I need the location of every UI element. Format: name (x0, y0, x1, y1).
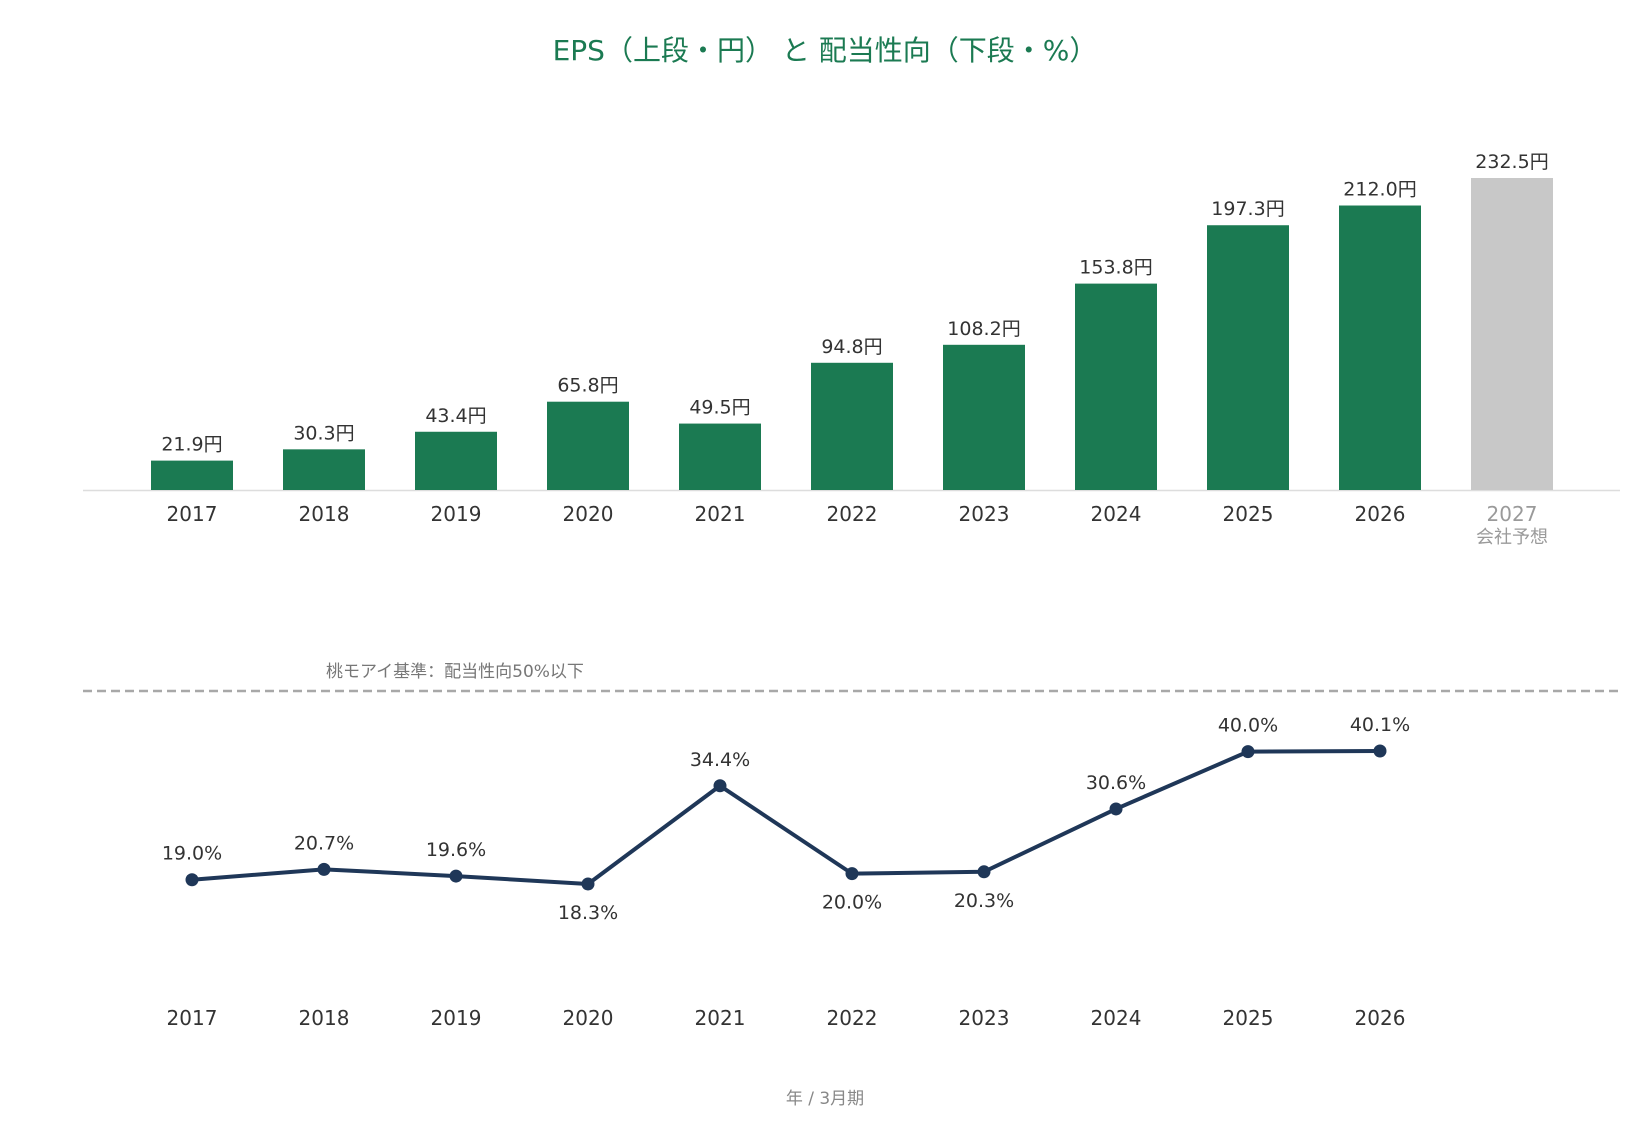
payout-point (1373, 744, 1387, 758)
payout-point (977, 865, 991, 879)
eps-bar-value-label: 197.3円 (1211, 198, 1284, 220)
payout-value-label: 20.3% (954, 890, 1014, 912)
eps-bar-value-label: 43.4円 (425, 405, 486, 427)
forecast-sub-label: 会社予想 (1476, 527, 1548, 548)
payout-x-tick-label: 2017 (167, 1006, 218, 1030)
eps-x-tick-label: 2021 (695, 502, 746, 526)
payout-value-label: 40.0% (1218, 715, 1278, 737)
eps-bar-value-label: 65.8円 (557, 375, 618, 397)
payout-point (845, 867, 859, 881)
payout-value-label: 19.0% (162, 843, 222, 865)
eps-bar (547, 401, 629, 490)
payout-value-label: 20.0% (822, 892, 882, 914)
payout-x-tick-label: 2023 (959, 1006, 1010, 1030)
payout-value-label: 19.6% (426, 839, 486, 861)
eps-bar (811, 362, 893, 490)
eps-x-tick-label: 2025 (1223, 502, 1274, 526)
eps-bar-value-label: 108.2円 (947, 318, 1020, 340)
payout-ratio-labels: 19.0% 20.7% 19.6% 18.3% 34.4% 20.0% 20.3% 30.6%… (162, 714, 1410, 924)
payout-value-label: 34.4% (690, 749, 750, 771)
eps-bar-labels: 21.9円 30.3円 43.4円 65.8円 49.5円 94.8円 108.2円 153.… (161, 151, 1548, 456)
reference-line-label: 桃モアイ基準：配当性向50%以下 (326, 662, 584, 682)
payout-value-label: 20.7% (294, 832, 354, 854)
eps-bar (1207, 225, 1289, 490)
payout-ratio-line-chart: 桃モアイ基準：配当性向50%以下 19.0% 20.7% 19.6% 18.3% 34.… (83, 662, 1620, 1030)
eps-x-tick-label: 2024 (1091, 502, 1142, 526)
payout-x-axis-ticks: 2017 2018 2019 2020 2021 2022 2023 2024 2025 2026 (167, 1006, 1406, 1030)
eps-bar-value-label: 232.5円 (1475, 151, 1548, 173)
eps-x-tick-label: 2017 (167, 502, 218, 526)
eps-bar-value-label: 21.9円 (161, 434, 222, 456)
payout-value-label: 40.1% (1350, 714, 1410, 736)
payout-value-label: 30.6% (1086, 772, 1146, 794)
eps-bar-value-label: 94.8円 (821, 336, 882, 358)
eps-bar (415, 431, 497, 490)
payout-x-tick-label: 2018 (299, 1006, 350, 1030)
payout-x-tick-label: 2021 (695, 1006, 746, 1030)
eps-bar-value-label: 212.0円 (1343, 179, 1416, 201)
payout-x-tick-label: 2019 (431, 1006, 482, 1030)
payout-value-label: 18.3% (558, 902, 618, 924)
eps-bar-value-label: 30.3円 (293, 422, 354, 444)
eps-x-tick-label: 2026 (1355, 502, 1406, 526)
eps-bar (1339, 205, 1421, 490)
payout-x-tick-label: 2025 (1223, 1006, 1274, 1030)
eps-bar (283, 449, 365, 490)
eps-bar-forecast (1471, 178, 1553, 490)
eps-bar (943, 344, 1025, 490)
eps-bar (1075, 283, 1157, 490)
eps-x-tick-label: 2018 (299, 502, 350, 526)
eps-bar-value-label: 49.5円 (689, 397, 750, 419)
eps-x-tick-label: 2022 (827, 502, 878, 526)
payout-ratio-points (185, 744, 1387, 891)
eps-x-tick-label: 2023 (959, 502, 1010, 526)
eps-x-tick-label: 2027 (1487, 502, 1538, 526)
payout-x-tick-label: 2026 (1355, 1006, 1406, 1030)
eps-bars (151, 178, 1553, 490)
payout-x-tick-label: 2022 (827, 1006, 878, 1030)
payout-point (317, 862, 331, 876)
payout-point (185, 873, 199, 887)
eps-x-axis-ticks: 2017 2018 2019 2020 2021 2022 2023 2024 2025 2026… (167, 502, 1548, 548)
period-footer-label: 年 / 3月期 (786, 1089, 864, 1109)
payout-point (449, 869, 463, 883)
payout-ratio-line (191, 749, 1381, 886)
payout-point (1109, 802, 1123, 816)
payout-x-tick-label: 2020 (563, 1006, 614, 1030)
eps-bar (151, 460, 233, 490)
payout-point (713, 779, 727, 793)
chart-title: EPS（上段・円） と 配当性向（下段・%） (553, 34, 1098, 67)
payout-point (581, 877, 595, 891)
eps-bar-value-label: 153.8円 (1079, 257, 1152, 279)
eps-x-tick-label: 2019 (431, 502, 482, 526)
eps-x-tick-label: 2020 (563, 502, 614, 526)
payout-x-tick-label: 2024 (1091, 1006, 1142, 1030)
eps-bar (679, 423, 761, 490)
payout-point (1241, 745, 1255, 759)
eps-bar-chart: 21.9円 30.3円 43.4円 65.8円 49.5円 94.8円 108.2円 153.… (83, 151, 1620, 548)
